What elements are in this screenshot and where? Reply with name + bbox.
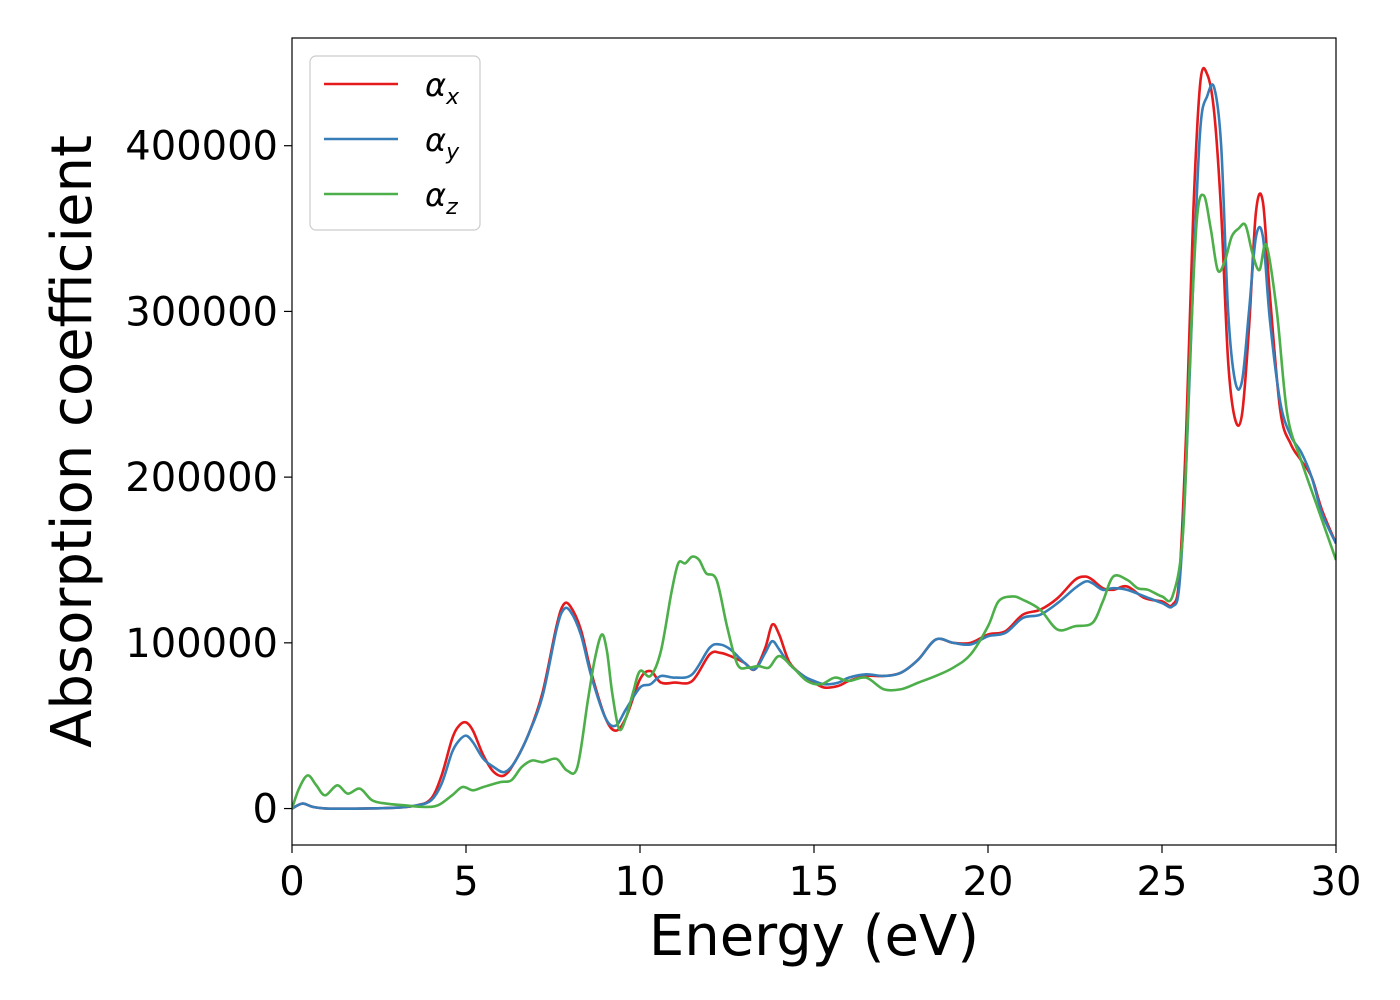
series-line-z: [292, 193, 1336, 809]
x-tick-label: 25: [1137, 859, 1188, 905]
y-tick-label: 300000: [125, 289, 278, 335]
x-tick-label: 20: [963, 859, 1014, 905]
series-layer: [292, 66, 1336, 810]
legend-label-x: αx: [425, 66, 460, 110]
y-tick-label: 100000: [125, 621, 278, 667]
series-line-y: [292, 83, 1336, 810]
y-axis: 0 100000 200000 300000 400000: [125, 124, 292, 833]
x-tick-label: 5: [453, 859, 478, 905]
y-tick-label: 0: [253, 787, 278, 833]
y-tick-label: 200000: [125, 455, 278, 501]
x-tick-label: 10: [615, 859, 666, 905]
series-line-x: [292, 66, 1336, 810]
x-tick-label: 30: [1311, 859, 1362, 905]
legend-label-z: αz: [425, 176, 458, 220]
x-tick-label: 0: [279, 859, 304, 905]
legend-label-y: αy: [425, 121, 460, 165]
legend-box: [309, 55, 481, 231]
x-axis-title: Energy (eV): [649, 904, 979, 969]
y-axis-title: Absorption coefficient: [40, 135, 105, 748]
x-tick-label: 15: [789, 859, 840, 905]
x-axis: 0 5 10 15 20 25 30: [279, 845, 1361, 905]
legend: αx αy αz: [309, 55, 481, 231]
y-tick-label: 400000: [125, 124, 278, 170]
